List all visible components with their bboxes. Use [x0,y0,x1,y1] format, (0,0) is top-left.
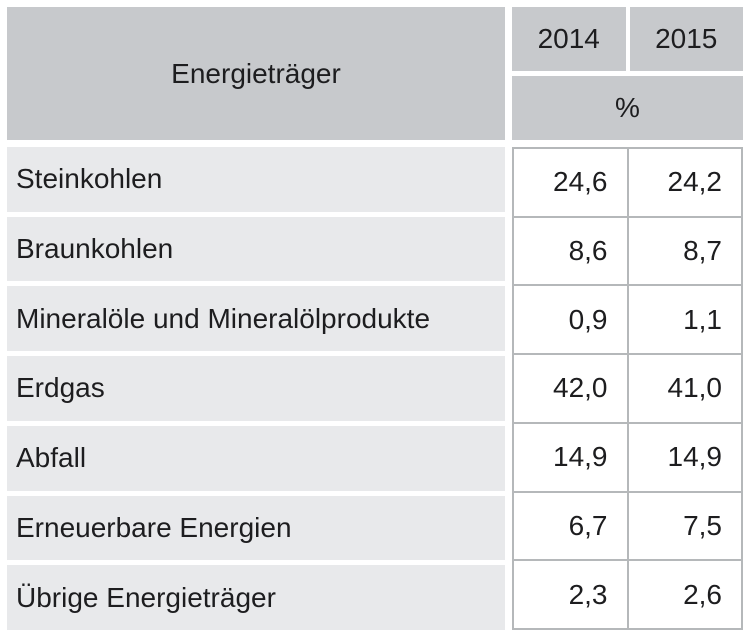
value-text: 6,7 [568,509,608,541]
value-cell-2014: 14,9 [514,423,627,491]
value-text: 41,0 [667,372,723,404]
value-text: 24,6 [553,166,608,198]
row-label-abfall: Abfall [7,425,505,491]
value-cell-2014: 24,6 [514,149,627,216]
header-year-row: 2014 2015 [512,7,743,71]
value-text: 42,0 [553,372,608,404]
row-label-text: Mineralöle und Mineralölprodukte [16,302,431,334]
value-cell-2015: 8,7 [628,217,741,285]
year-2014-label: 2014 [537,23,600,54]
energy-sources-table: Energieträger 2014 2015 % [7,7,743,630]
value-cell-2015: 1,1 [628,286,741,354]
header-divider [512,71,743,76]
header-year-block: 2014 2015 % [512,7,743,140]
row-label-steinkohlen: Steinkohlen [7,147,505,212]
value-cell-2015: 2,6 [628,561,741,628]
energietraeger-header-cell: Energieträger [7,7,505,140]
value-cell-2014: 0,9 [514,286,627,354]
unit-label: % [615,92,640,123]
value-text: 1,1 [683,303,722,335]
value-cell-2014: 8,6 [514,217,627,285]
value-text: 14,9 [667,441,723,473]
row-label-text: Braunkohlen [16,233,174,265]
value-cell-2014: 42,0 [514,355,627,422]
value-grid: 24,6 24,2 8,6 8,7 0,9 1,1 42,0 41,0 14,9… [512,147,743,630]
year-2015-label: 2015 [655,23,718,54]
value-text: 2,6 [683,578,722,610]
row-label-uebrige: Übrige Energieträger [7,565,505,630]
year-2015-header-cell: 2015 [629,7,743,71]
value-cell-2015: 14,9 [628,423,741,491]
table-header: Energieträger 2014 2015 % [7,7,743,140]
value-cell-2014: 6,7 [514,492,627,560]
row-label-text: Steinkohlen [16,163,163,195]
value-text: 14,9 [553,441,608,473]
value-text: 8,7 [683,235,722,267]
row-label-mineraloele: Mineralöle und Mineralölprodukte [7,286,505,352]
year-2014-header-cell: 2014 [512,7,626,71]
value-text: 7,5 [683,509,722,541]
row-label-erdgas: Erdgas [7,356,505,421]
row-label-text: Übrige Energieträger [16,581,276,613]
value-text: 24,2 [667,166,723,198]
row-label-braunkohlen: Braunkohlen [7,216,505,282]
table-body: Steinkohlen Braunkohlen Mineralöle und M… [7,147,743,630]
value-cell-2015: 24,2 [628,149,741,216]
energietraeger-header-label: Energieträger [171,57,341,89]
value-text: 2,3 [568,578,608,610]
value-cell-2015: 41,0 [628,355,741,422]
row-label-text: Erdgas [16,372,105,404]
row-label-erneuerbare: Erneuerbare Energien [7,495,505,561]
value-cell-2015: 7,5 [628,492,741,560]
row-label-text: Erneuerbare Energien [16,511,292,543]
value-text: 8,6 [568,235,608,267]
row-label-column: Steinkohlen Braunkohlen Mineralöle und M… [7,147,505,630]
row-label-text: Abfall [16,442,87,474]
value-cell-2014: 2,3 [514,561,627,628]
unit-header-cell: % [512,76,743,140]
value-text: 0,9 [568,303,608,335]
